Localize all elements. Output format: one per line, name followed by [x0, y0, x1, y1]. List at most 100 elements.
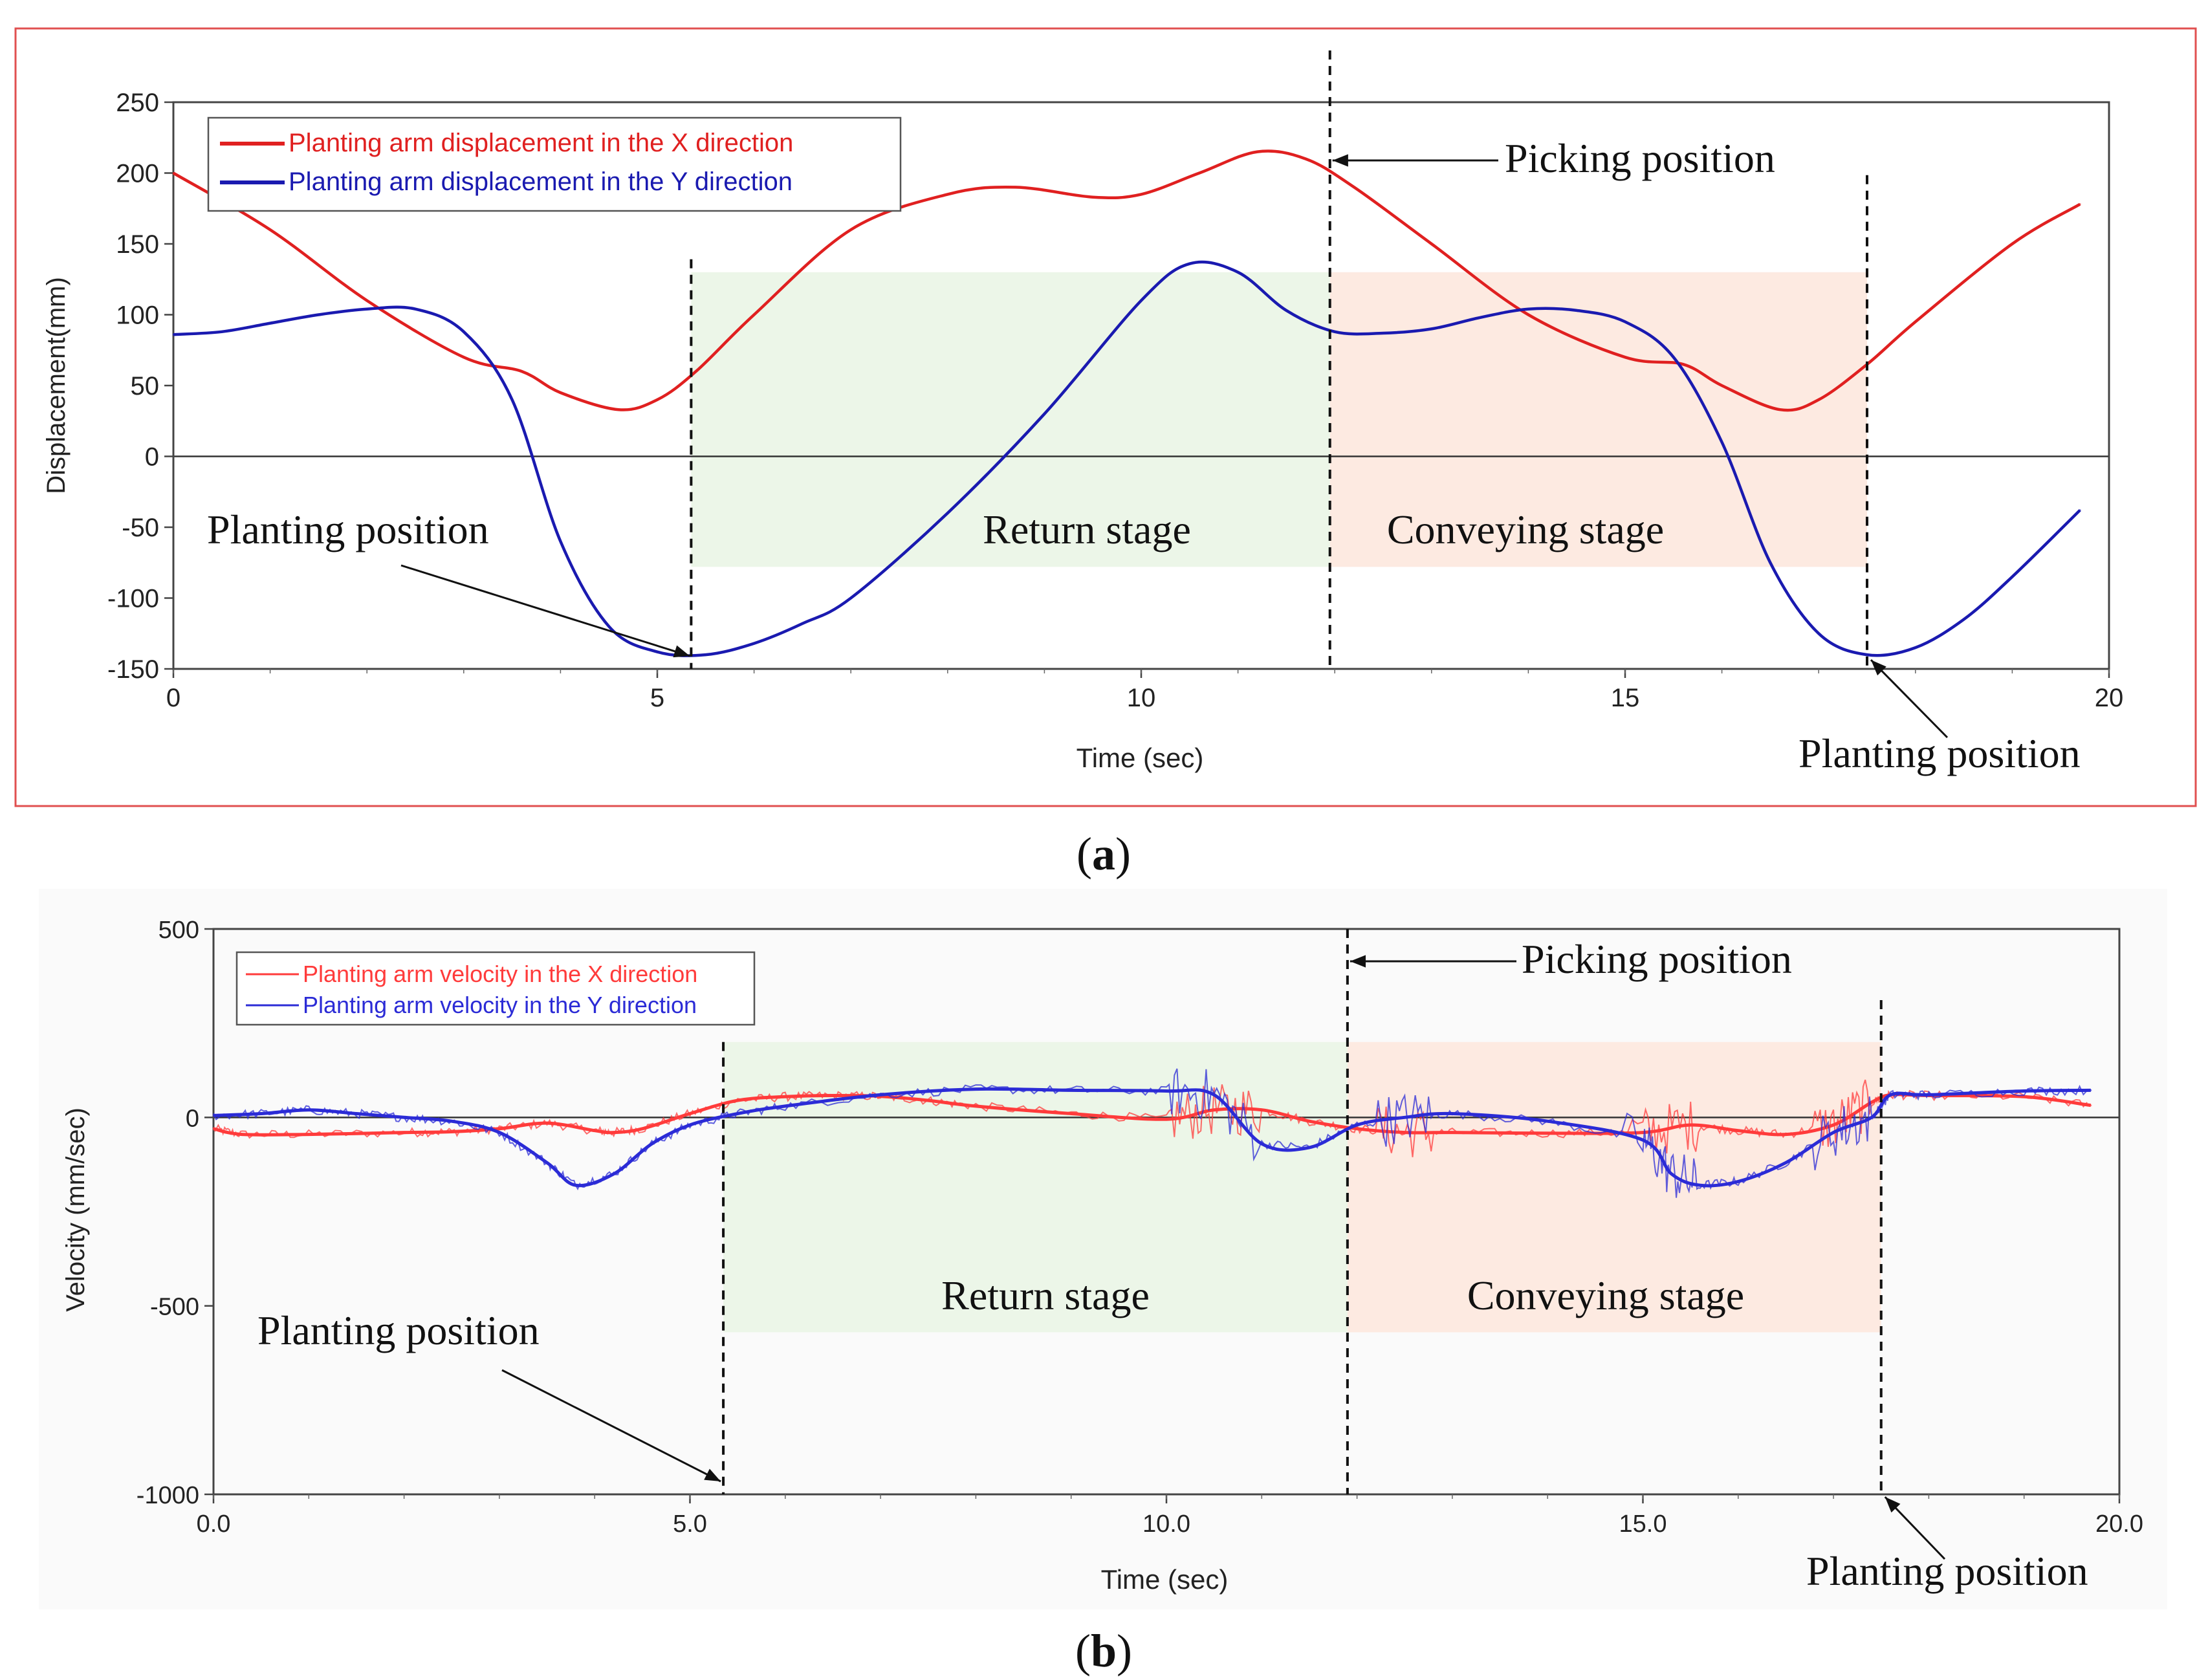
y-series-point — [574, 1184, 577, 1186]
panel-a-legend-y-label: Planting arm displacement in the Y direc… — [289, 168, 792, 196]
x-series-point — [450, 1130, 453, 1133]
y-series-point — [221, 331, 223, 333]
y-tick-label: -500 — [150, 1294, 199, 1321]
x-tick-label: 0.0 — [197, 1511, 231, 1538]
x-series-point — [1091, 196, 1094, 199]
x-series-point — [656, 398, 659, 401]
y-tick-label: -50 — [122, 514, 159, 542]
y-series-point — [1333, 331, 1336, 333]
x-series-point — [1070, 1113, 1073, 1115]
y-series-point — [1430, 327, 1433, 330]
x-series-point — [831, 1095, 834, 1097]
conveying-stage-band — [1347, 1042, 1881, 1333]
x-series-point — [1832, 1124, 1835, 1126]
x-series-point — [689, 1113, 691, 1115]
y-tick-label: 150 — [116, 230, 159, 259]
y-series-point — [2011, 576, 2013, 578]
y-series-point — [498, 1131, 501, 1134]
x-series-point — [1721, 384, 1723, 387]
panel-b-return-stage-label: Return stage — [941, 1272, 1150, 1318]
y-series-point — [1784, 1161, 1787, 1164]
y-series-point — [784, 1105, 787, 1107]
panel-a-y-axis-title: Displacement(mm) — [42, 277, 71, 494]
panel-b-legend: Planting arm velocity in the X direction… — [235, 951, 756, 1026]
panel-a-x-axis-title: Time (sec) — [1077, 743, 1204, 773]
x-series-point — [1737, 1129, 1740, 1132]
panel-a-series — [172, 149, 2081, 657]
x-series-point — [974, 1105, 977, 1107]
panel-a-picking-position-label: Picking position — [1505, 135, 1775, 181]
x-series-point — [1624, 356, 1626, 358]
panel-b-picking-position-label: Picking position — [1522, 936, 1792, 982]
panel-b-markers — [501, 929, 1946, 1560]
x-tick-label: 10.0 — [1142, 1511, 1190, 1538]
x-series-point — [2079, 203, 2081, 206]
x-series-point — [1546, 1132, 1549, 1135]
y-series-point — [656, 651, 659, 653]
y-series-point — [1403, 1116, 1406, 1118]
y-series-point — [1670, 1173, 1673, 1175]
y-series-point — [1308, 1146, 1311, 1149]
y-series-point — [1546, 1120, 1549, 1122]
y-series-point — [1479, 316, 1481, 319]
y-series-point — [879, 1093, 882, 1096]
y-series-point — [1140, 300, 1142, 302]
y-series-point — [705, 653, 707, 656]
x-series-point — [403, 1131, 406, 1134]
y-series-point — [1963, 618, 1965, 620]
x-series-point — [1817, 398, 1820, 401]
x-series-point — [1527, 314, 1529, 316]
y-velocity-line — [213, 1087, 2091, 1188]
y-tick-label: 50 — [131, 372, 160, 400]
y-series-point — [260, 1113, 263, 1115]
y-series-point — [366, 308, 368, 311]
planting-right-arrow-head — [1885, 1497, 1901, 1513]
conveying-stage-band — [1329, 272, 1867, 567]
y-series-point — [1642, 1139, 1644, 1141]
panel-b-x-axis-title: Time (sec) — [1101, 1564, 1229, 1595]
x-series-point — [2023, 1095, 2026, 1098]
x-series-point — [927, 1099, 930, 1102]
y-series-point — [1382, 332, 1384, 334]
x-series-point — [1165, 1118, 1168, 1120]
panel-a-planting-position-left-label: Planting position — [207, 507, 489, 552]
y-series-point — [1356, 1124, 1359, 1126]
panel-b-legend-x-label: Planting arm velocity in the X direction — [303, 961, 697, 987]
y-series-point — [753, 642, 756, 645]
y-series-point — [1451, 1113, 1454, 1115]
planting-left-arrow — [400, 564, 690, 657]
panel-b-y-axis-title: Velocity (mm/sec) — [61, 1107, 90, 1312]
x-series-point — [1914, 320, 1917, 323]
y-series-point — [511, 398, 514, 401]
panel-b-planting-position-right-label: Planting position — [1806, 1548, 2088, 1594]
x-series-point — [1451, 1131, 1454, 1134]
x-series-point — [1682, 363, 1685, 365]
x-tick-label: 20.0 — [2095, 1511, 2143, 1538]
picking-arrow-head — [1332, 154, 1348, 167]
x-series-point — [1308, 1120, 1311, 1122]
y-series-point — [1188, 263, 1191, 265]
x-series-point — [498, 1128, 501, 1130]
y-series-point — [1260, 1142, 1263, 1145]
x-series-point — [1430, 243, 1433, 245]
y-tick-label: 0 — [186, 1105, 199, 1132]
planting-left-arrow — [501, 1369, 721, 1483]
x-series-point — [1260, 1109, 1263, 1111]
x-series-point — [784, 1095, 787, 1098]
y-series-point — [1043, 413, 1045, 415]
x-series-point — [695, 370, 697, 373]
x-series-point — [212, 1128, 215, 1130]
y-series-point — [1237, 271, 1240, 274]
x-series-point — [1403, 1131, 1406, 1134]
panel-a-markers — [400, 50, 1949, 739]
panel-a-legend-x-label: Planting arm displacement in the X direc… — [289, 129, 793, 157]
x-series-point — [736, 1099, 739, 1102]
y-tick-label: 200 — [116, 160, 159, 188]
x-series-point — [1014, 186, 1017, 188]
x-tick-label: 10 — [1127, 684, 1156, 712]
y-series-point — [651, 1142, 653, 1145]
x-tick-label: 20 — [2095, 684, 2124, 712]
y-series-point — [1866, 653, 1868, 656]
y-series-point — [463, 331, 465, 333]
